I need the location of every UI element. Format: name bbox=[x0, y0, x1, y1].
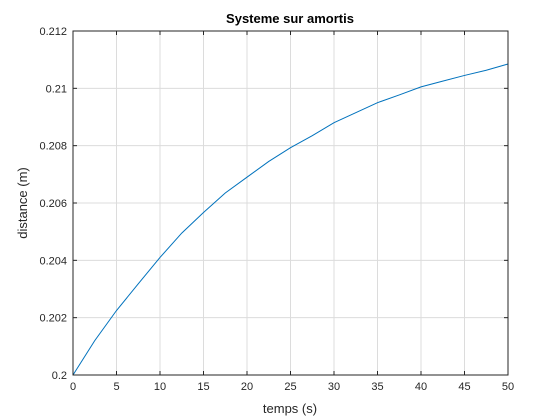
x-tick-label: 15 bbox=[197, 381, 209, 393]
x-tick-label: 45 bbox=[458, 381, 470, 393]
x-tick-label: 0 bbox=[70, 381, 76, 393]
y-tick-label: 0.202 bbox=[39, 313, 67, 325]
x-tick-label: 10 bbox=[154, 381, 166, 393]
x-tick-label: 5 bbox=[113, 381, 119, 393]
x-tick-label: 40 bbox=[415, 381, 427, 393]
y-tick-label: 0.212 bbox=[39, 26, 67, 38]
y-tick-label: 0.21 bbox=[46, 83, 67, 95]
series-line bbox=[72, 63, 509, 376]
x-tick-label: 50 bbox=[502, 381, 514, 393]
series-group bbox=[72, 63, 509, 376]
y-tick-label: 0.2 bbox=[52, 370, 67, 382]
chart-title: Systeme sur amortis bbox=[226, 11, 354, 26]
grid bbox=[73, 31, 508, 375]
y-tick-label: 0.208 bbox=[39, 141, 67, 153]
y-tick-label: 0.204 bbox=[39, 255, 67, 267]
x-tick-label: 25 bbox=[284, 381, 296, 393]
x-tick-label: 30 bbox=[328, 381, 340, 393]
y-tick-label: 0.206 bbox=[39, 198, 67, 210]
ticks: 0 5 10 15 20 25 30 35 40 45 50 0.2 0.202 0.204 0.206 0.… bbox=[39, 26, 514, 393]
x-axis-label: temps (s) bbox=[263, 401, 317, 416]
y-axis-label: distance (m) bbox=[15, 167, 30, 239]
x-tick-label: 35 bbox=[371, 381, 383, 393]
x-tick-label: 20 bbox=[241, 381, 253, 393]
